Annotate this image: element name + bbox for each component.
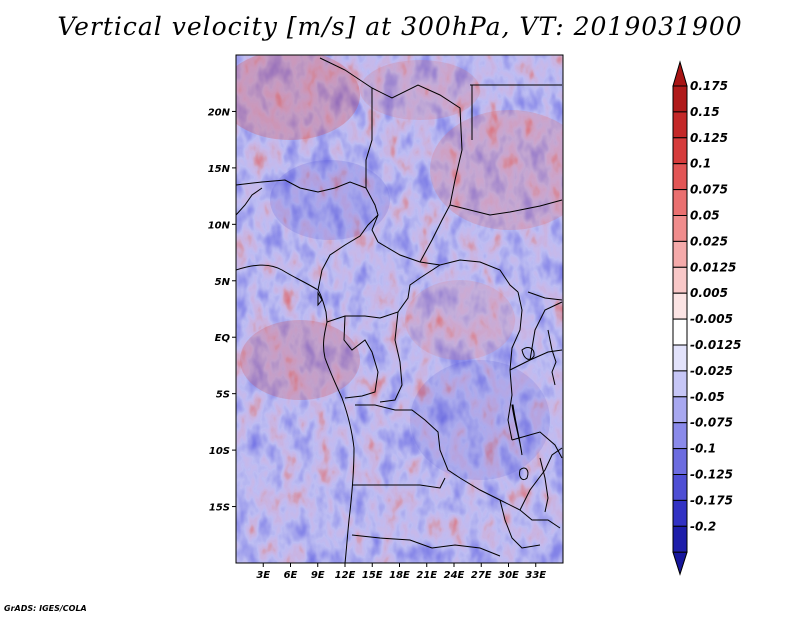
colorbar-swatch <box>672 85 688 113</box>
colorbar-label: -0.025 <box>690 364 733 378</box>
colorbar-swatch <box>672 240 688 268</box>
colorbar-top-arrow <box>672 60 688 87</box>
colorbar-swatch <box>672 292 688 320</box>
lat-tick-label: 10N <box>208 220 231 231</box>
boundaries <box>236 57 563 563</box>
lon-tick-label: 18E <box>389 570 410 581</box>
colorbar-label: -0.1 <box>690 442 716 456</box>
lon-tick-label: 33E <box>525 570 546 581</box>
colorbar-swatch <box>672 344 688 372</box>
colorbar-label: 0.075 <box>690 183 728 197</box>
lat-tick-label: 5S <box>216 390 230 401</box>
colorbar-label: -0.175 <box>690 493 733 507</box>
lat-tick-label: 20N <box>208 107 231 118</box>
lat-tick-label: 15N <box>208 164 231 175</box>
lon-tick-label: 3E <box>256 570 270 581</box>
lon-tick-label: 24E <box>444 570 465 581</box>
colorbar-label: -0.05 <box>690 390 725 404</box>
colorbar-label: 0.025 <box>690 234 728 248</box>
lon-tick-label: 30E <box>498 570 519 581</box>
colorbar-swatch <box>672 266 688 294</box>
colorbar-swatch <box>672 396 688 424</box>
colorbar-swatch <box>672 215 688 242</box>
colorbar-swatch <box>672 137 688 165</box>
lat-tick-label: 10S <box>209 446 230 457</box>
lon-tick-label: 9E <box>311 570 325 581</box>
colorbar-swatch <box>672 474 688 501</box>
field-shading <box>236 55 563 563</box>
colorbar-swatch <box>672 318 688 346</box>
colorbar-label: 0.05 <box>690 209 720 223</box>
lat-tick-label: 15S <box>209 503 230 514</box>
grads-credit: GrADS: IGES/COLA <box>4 604 87 613</box>
colorbar-label: 0.005 <box>690 286 728 300</box>
colorbar-label: -0.075 <box>690 416 733 430</box>
map-axes: 20N 15N 10N 5N EQ 5S 10S 15S 3E 6E 9E 12E 15E 18E 21E 2… <box>208 107 547 581</box>
colorbar: 0.175 0.15 0.125 0.1 0.075 0.05 0.025 0.0125 0.0… <box>672 60 741 576</box>
lon-tick-label: 27E <box>471 570 492 581</box>
colorbar-label: -0.2 <box>690 519 716 533</box>
colorbar-label: -0.005 <box>690 312 733 326</box>
colorbar-label: 0.125 <box>690 131 728 145</box>
lon-tick-label: 15E <box>362 570 383 581</box>
colorbar-label: 0.0125 <box>690 260 736 274</box>
colorbar-label: -0.0125 <box>690 338 741 352</box>
colorbar-bottom-arrow <box>672 551 688 576</box>
colorbar-swatch <box>672 111 688 139</box>
lon-tick-label: 21E <box>416 570 437 581</box>
colorbar-label: 0.175 <box>690 79 728 93</box>
colorbar-swatch <box>672 189 688 217</box>
map-title: Vertical velocity [m/s] at 300hPa, VT: 2… <box>57 12 743 41</box>
colorbar-swatch <box>672 370 688 398</box>
colorbar-swatch <box>672 163 688 191</box>
lon-tick-label: 6E <box>284 570 298 581</box>
colorbar-label: 0.1 <box>690 157 711 171</box>
lat-tick-label: EQ <box>215 333 231 344</box>
colorbar-label: -0.125 <box>690 468 733 482</box>
colorbar-swatch <box>672 499 688 527</box>
colorbar-swatch <box>672 448 688 476</box>
colorbar-label: 0.15 <box>690 105 720 119</box>
lon-tick-label: 12E <box>335 570 356 581</box>
colorbar-swatch <box>672 525 688 553</box>
colorbar-swatch <box>672 422 688 450</box>
lat-tick-label: 5N <box>215 277 231 288</box>
